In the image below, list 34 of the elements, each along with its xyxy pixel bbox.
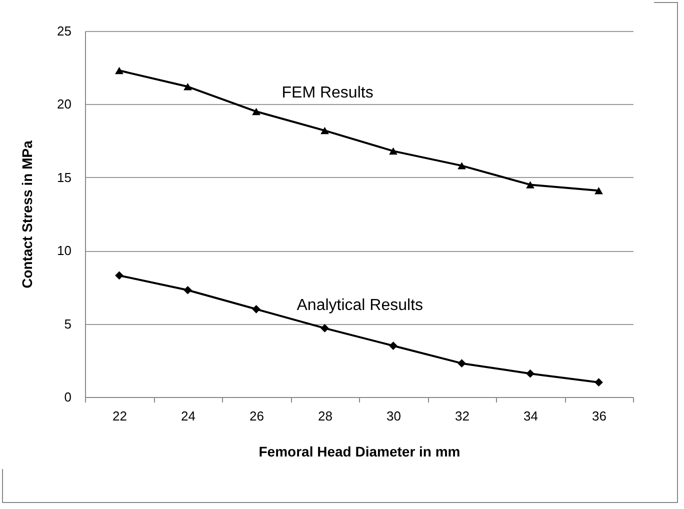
y-tick-label: 5 <box>64 316 72 332</box>
point <box>184 83 192 90</box>
series-label: FEM Results <box>282 84 374 102</box>
x-tick-label: 26 <box>250 408 264 424</box>
y-axis-title: Contact Stress in MPa <box>19 140 36 288</box>
y-tick-label: 15 <box>57 170 72 185</box>
x-axis-title: Femoral Head Diameter in mm <box>258 444 460 460</box>
point <box>115 66 124 74</box>
y-tick-label: 10 <box>57 243 72 258</box>
point <box>389 342 398 350</box>
y-tick-label: 25 <box>57 24 72 38</box>
point <box>115 271 124 280</box>
point <box>594 378 603 387</box>
x-tick-label: 34 <box>524 408 538 424</box>
x-tick-label: 32 <box>455 408 470 424</box>
point <box>252 108 260 116</box>
point <box>320 126 329 134</box>
point <box>184 286 192 294</box>
x-tick-label: 28 <box>318 408 332 424</box>
x-tick-label: 36 <box>592 408 606 424</box>
point <box>526 369 534 378</box>
y-tick-label: 20 <box>57 96 72 112</box>
x-tick-label: 24 <box>181 408 196 424</box>
point <box>526 181 534 188</box>
x-tick-label: 22 <box>112 408 127 424</box>
y-tick-label: 0 <box>64 390 72 404</box>
point <box>458 162 466 170</box>
point <box>252 304 260 314</box>
x-tick-label: 30 <box>386 408 401 424</box>
point <box>458 359 466 368</box>
point <box>389 147 398 155</box>
point <box>594 186 603 194</box>
series-label: Analytical Results <box>296 297 424 314</box>
point <box>320 324 329 332</box>
